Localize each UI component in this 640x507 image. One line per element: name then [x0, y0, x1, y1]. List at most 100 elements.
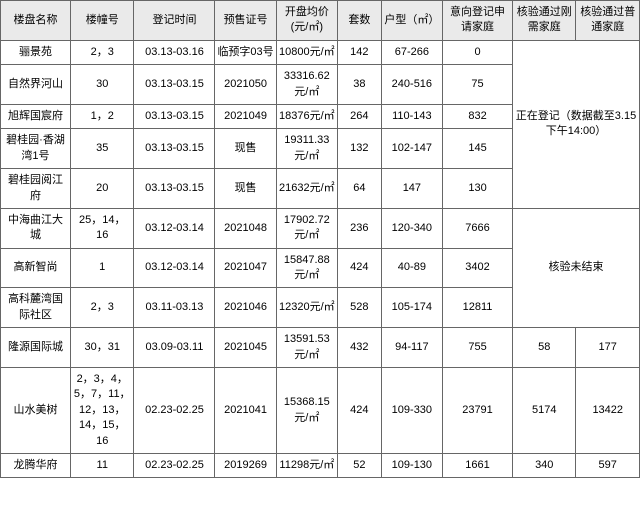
cell-name: 碧桂园·香湖湾1号: [1, 129, 71, 169]
property-table-container: 楼盘名称 楼幢号 登记时间 预售证号 开盘均价 (元/㎡) 套数 户型（㎡） 意…: [0, 0, 640, 478]
cell-permit: 现售: [215, 169, 276, 209]
cell-v2: 13422: [576, 368, 640, 454]
cell-permit: 2021050: [215, 65, 276, 105]
cell-type: 67-266: [381, 40, 442, 64]
header-row: 楼盘名称 楼幢号 登记时间 预售证号 开盘均价 (元/㎡) 套数 户型（㎡） 意…: [1, 1, 640, 41]
cell-name: 高科麓湾国际社区: [1, 288, 71, 328]
cell-bldg: 2，3，4，5，7，11，12，13，14，15，16: [71, 368, 134, 454]
cell-price: 33316.62元/㎡: [276, 65, 337, 105]
table-body: 骊景苑 2，3 03.13-03.16 临预字03号 10800元/㎡ 142 …: [1, 40, 640, 478]
cell-intent: 130: [443, 169, 513, 209]
table-row: 骊景苑 2，3 03.13-03.16 临预字03号 10800元/㎡ 142 …: [1, 40, 640, 64]
cell-intent: 755: [443, 328, 513, 368]
cell-price: 19311.33元/㎡: [276, 129, 337, 169]
cell-permit: 临预字03号: [215, 40, 276, 64]
cell-permit: 2021041: [215, 368, 276, 454]
cell-units: 52: [337, 453, 381, 477]
header-regtime: 登记时间: [134, 1, 215, 41]
cell-intent: 832: [443, 104, 513, 128]
cell-v1: 58: [513, 328, 576, 368]
cell-units: 132: [337, 129, 381, 169]
cell-units: 236: [337, 208, 381, 248]
cell-regtime: 03.12-03.14: [134, 248, 215, 288]
cell-name: 旭辉国宸府: [1, 104, 71, 128]
cell-name: 隆源国际城: [1, 328, 71, 368]
cell-bldg: 1，2: [71, 104, 134, 128]
table-row: 龙腾华府 11 02.23-02.25 2019269 11298元/㎡ 52 …: [1, 453, 640, 477]
cell-type: 102-147: [381, 129, 442, 169]
cell-units: 432: [337, 328, 381, 368]
header-units: 套数: [337, 1, 381, 41]
cell-bldg: 2，3: [71, 288, 134, 328]
cell-permit: 2021045: [215, 328, 276, 368]
table-row: 山水美树 2，3，4，5，7，11，12，13，14，15，16 02.23-0…: [1, 368, 640, 454]
cell-intent: 23791: [443, 368, 513, 454]
cell-permit: 现售: [215, 129, 276, 169]
cell-name: 高新智尚: [1, 248, 71, 288]
cell-type: 109-130: [381, 453, 442, 477]
cell-regtime: 03.13-03.15: [134, 104, 215, 128]
header-name: 楼盘名称: [1, 1, 71, 41]
cell-permit: 2019269: [215, 453, 276, 477]
cell-intent: 145: [443, 129, 513, 169]
header-intent: 意向登记申请家庭: [443, 1, 513, 41]
cell-regtime: 02.23-02.25: [134, 368, 215, 454]
cell-intent: 1661: [443, 453, 513, 477]
cell-units: 528: [337, 288, 381, 328]
cell-type: 110-143: [381, 104, 442, 128]
cell-bldg: 11: [71, 453, 134, 477]
cell-bldg: 2，3: [71, 40, 134, 64]
cell-name: 山水美树: [1, 368, 71, 454]
header-bldg: 楼幢号: [71, 1, 134, 41]
cell-bldg: 20: [71, 169, 134, 209]
cell-v1: 340: [513, 453, 576, 477]
header-permit: 预售证号: [215, 1, 276, 41]
cell-bldg: 35: [71, 129, 134, 169]
cell-units: 64: [337, 169, 381, 209]
cell-bldg: 30: [71, 65, 134, 105]
merged-registering: 正在登记（数据截至3.15下午14:00）: [513, 40, 640, 208]
cell-regtime: 03.13-03.15: [134, 169, 215, 209]
cell-permit: 2021047: [215, 248, 276, 288]
cell-regtime: 03.13-03.16: [134, 40, 215, 64]
cell-price: 15368.15元/㎡: [276, 368, 337, 454]
merged-pending: 核验未结束: [513, 208, 640, 327]
cell-v2: 597: [576, 453, 640, 477]
cell-price: 11298元/㎡: [276, 453, 337, 477]
cell-name: 骊景苑: [1, 40, 71, 64]
cell-v2: 177: [576, 328, 640, 368]
property-table: 楼盘名称 楼幢号 登记时间 预售证号 开盘均价 (元/㎡) 套数 户型（㎡） 意…: [0, 0, 640, 478]
header-v1: 核验通过刚需家庭: [513, 1, 576, 41]
cell-price: 18376元/㎡: [276, 104, 337, 128]
cell-bldg: 1: [71, 248, 134, 288]
cell-price: 15847.88元/㎡: [276, 248, 337, 288]
cell-permit: 2021049: [215, 104, 276, 128]
cell-price: 17902.72元/㎡: [276, 208, 337, 248]
cell-intent: 7666: [443, 208, 513, 248]
cell-type: 94-117: [381, 328, 442, 368]
cell-name: 自然界河山: [1, 65, 71, 105]
cell-bldg: 30，31: [71, 328, 134, 368]
cell-units: 264: [337, 104, 381, 128]
header-type: 户型（㎡）: [381, 1, 442, 41]
cell-regtime: 03.13-03.15: [134, 129, 215, 169]
cell-intent: 3402: [443, 248, 513, 288]
cell-units: 424: [337, 368, 381, 454]
cell-price: 21632元/㎡: [276, 169, 337, 209]
header-price: 开盘均价 (元/㎡): [276, 1, 337, 41]
cell-intent: 12811: [443, 288, 513, 328]
table-row: 中海曲江大城 25，14，16 03.12-03.14 2021048 1790…: [1, 208, 640, 248]
cell-regtime: 03.09-03.11: [134, 328, 215, 368]
table-row: 隆源国际城 30，31 03.09-03.11 2021045 13591.53…: [1, 328, 640, 368]
cell-type: 120-340: [381, 208, 442, 248]
cell-type: 240-516: [381, 65, 442, 105]
cell-name: 中海曲江大城: [1, 208, 71, 248]
cell-name: 龙腾华府: [1, 453, 71, 477]
cell-permit: 2021046: [215, 288, 276, 328]
cell-regtime: 02.23-02.25: [134, 453, 215, 477]
cell-units: 424: [337, 248, 381, 288]
cell-type: 109-330: [381, 368, 442, 454]
cell-name: 碧桂园阅江府: [1, 169, 71, 209]
cell-bldg: 25，14，16: [71, 208, 134, 248]
cell-units: 38: [337, 65, 381, 105]
